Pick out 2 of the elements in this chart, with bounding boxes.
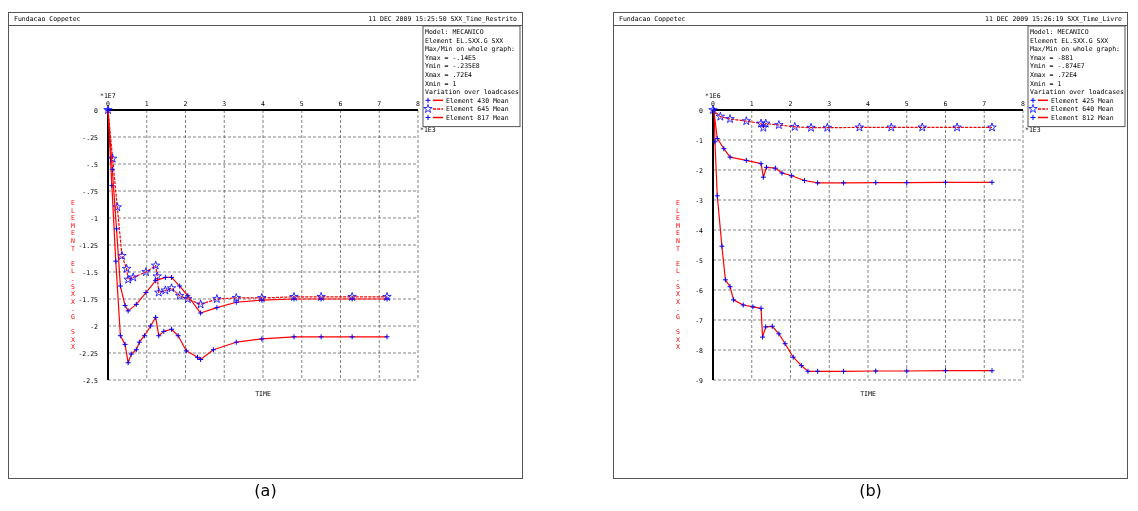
text: (a) <box>254 481 277 500</box>
text: (b) <box>859 481 882 500</box>
